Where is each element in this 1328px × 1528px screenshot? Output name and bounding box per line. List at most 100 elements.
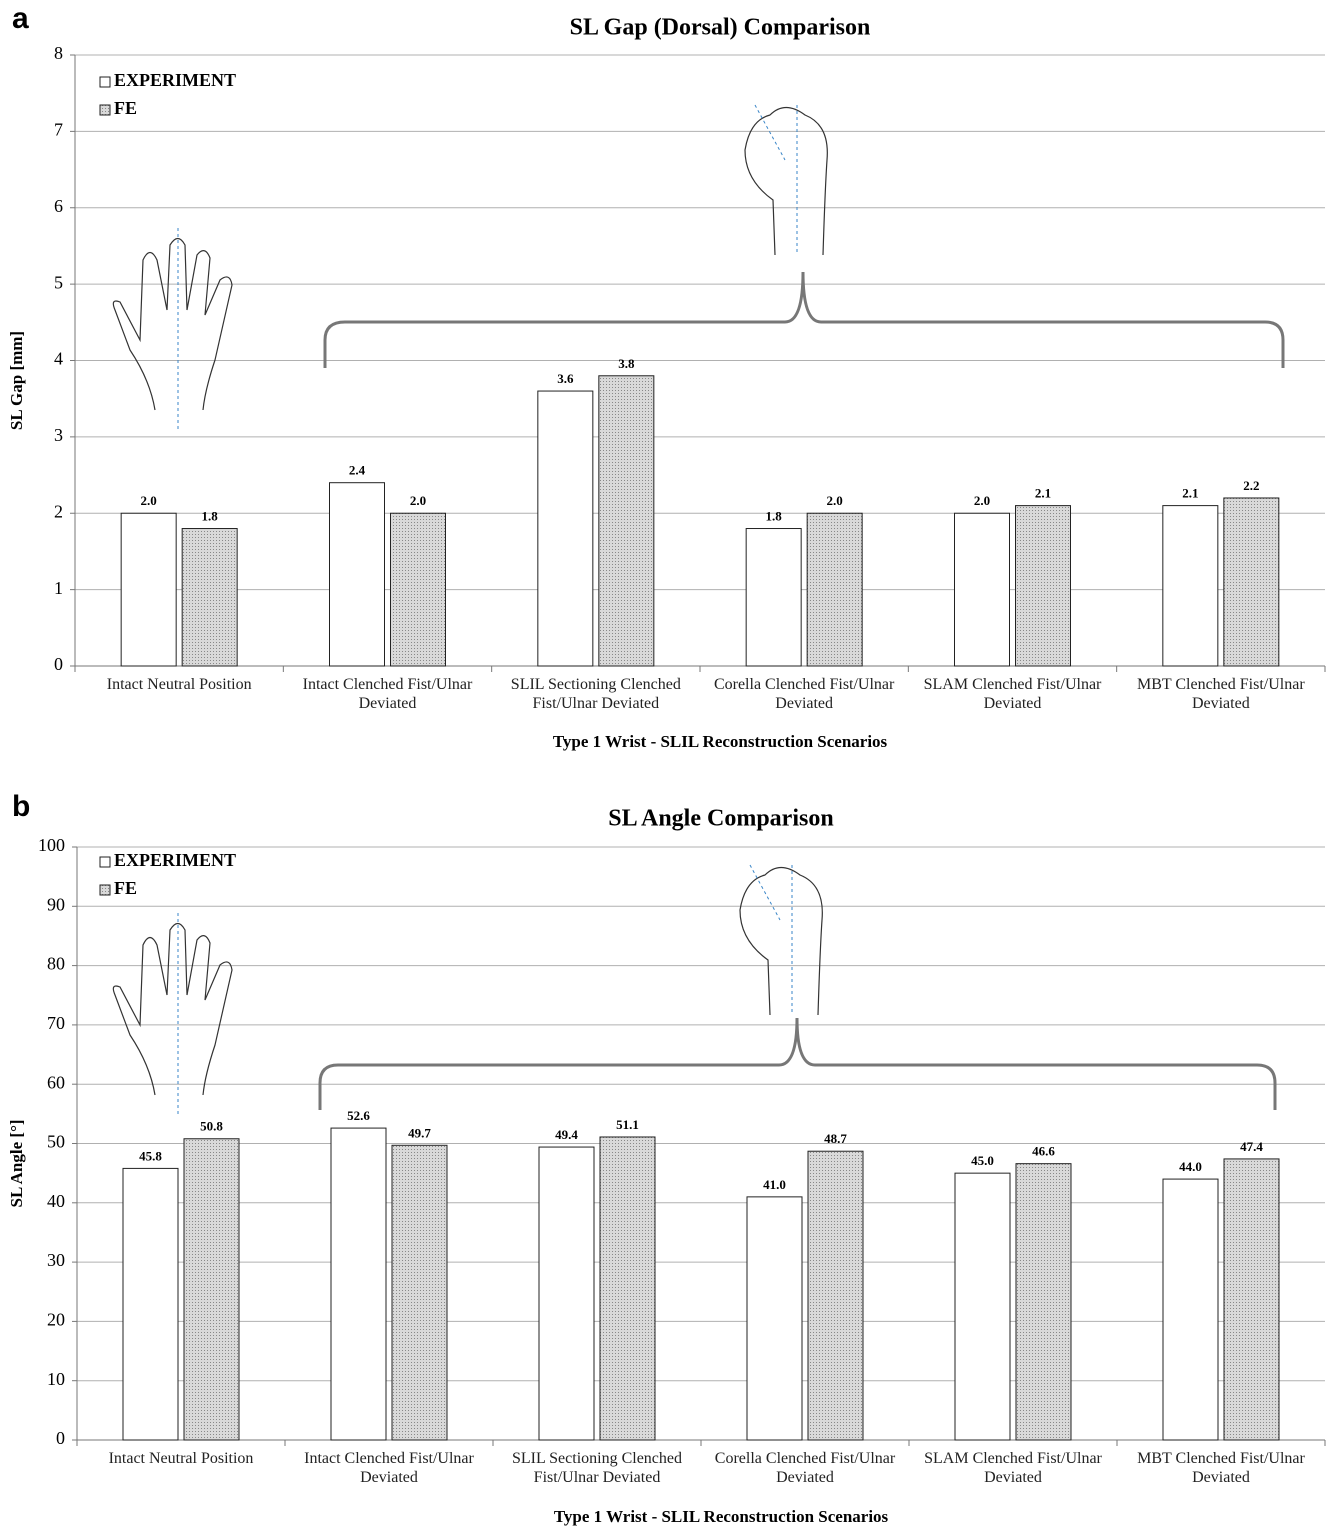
x-tick-label: SLAM Clenched Fist/Ulnar Deviated bbox=[923, 676, 1102, 712]
x-tick-label: SLAM Clenched Fist/Ulnar Deviated bbox=[924, 1450, 1102, 1486]
chart-title: SL Angle Comparison bbox=[608, 806, 833, 832]
x-tick-label: Corella Clenched Fist/Ulnar Deviated bbox=[714, 1450, 896, 1486]
value-label: 2.2 bbox=[1243, 478, 1259, 493]
legend-label: FE bbox=[114, 878, 137, 898]
value-label: 2.1 bbox=[1182, 486, 1198, 501]
bar bbox=[599, 1136, 656, 1441]
fist-illustration bbox=[739, 866, 823, 1016]
fist-axis bbox=[754, 104, 786, 161]
y-tick-label: 20 bbox=[47, 1310, 65, 1330]
bar bbox=[390, 512, 446, 667]
value-label: 2.0 bbox=[827, 493, 843, 508]
y-tick-label: 5 bbox=[54, 272, 63, 292]
legend-swatch bbox=[99, 884, 111, 896]
value-label: 2.0 bbox=[974, 493, 990, 508]
bar bbox=[1015, 1163, 1072, 1441]
value-label: 44.0 bbox=[1179, 1159, 1202, 1174]
chart-title: SL Gap (Dorsal) Comparison bbox=[570, 15, 871, 41]
hand-illustration bbox=[112, 237, 233, 411]
bar bbox=[954, 1172, 1011, 1441]
hand-illustration bbox=[112, 922, 233, 1096]
bar bbox=[954, 512, 1010, 667]
x-tick-label: Corella Clenched Fist/Ulnar Deviated bbox=[713, 676, 895, 712]
bar bbox=[538, 1146, 595, 1441]
y-tick-label: 4 bbox=[54, 349, 63, 369]
value-label: 45.0 bbox=[971, 1153, 994, 1168]
legend-label: EXPERIMENT bbox=[114, 850, 236, 870]
bar bbox=[1015, 505, 1071, 667]
value-label: 49.7 bbox=[408, 1125, 431, 1140]
x-tick-label: SLIL Sectioning Clenched Fist/Ulnar Devi… bbox=[510, 676, 681, 712]
bar bbox=[746, 1196, 803, 1441]
y-tick-label: 8 bbox=[54, 43, 63, 63]
legend-swatch bbox=[99, 104, 111, 116]
value-label: 3.6 bbox=[557, 371, 574, 386]
fist-illustration bbox=[744, 106, 828, 256]
x-tick-label: MBT Clenched Fist/Ulnar Deviated bbox=[1137, 1450, 1305, 1486]
bar bbox=[598, 375, 655, 667]
bar bbox=[1223, 1158, 1280, 1441]
y-tick-label: 90 bbox=[47, 894, 65, 914]
value-label: 50.8 bbox=[200, 1119, 223, 1134]
y-tick-label: 70 bbox=[47, 1013, 65, 1033]
bar bbox=[745, 528, 802, 667]
x-tick-label: SLIL Sectioning Clenched Fist/Ulnar Devi… bbox=[511, 1450, 683, 1486]
x-axis-title: Type 1 Wrist - SLIL Reconstruction Scena… bbox=[553, 732, 888, 751]
value-label: 2.0 bbox=[141, 493, 157, 508]
legend-label: EXPERIMENT bbox=[114, 70, 236, 90]
bracket bbox=[323, 271, 1285, 368]
value-label: 1.8 bbox=[766, 509, 783, 524]
x-axis-title: Type 1 Wrist - SLIL Reconstruction Scena… bbox=[554, 1507, 889, 1526]
y-tick-label: 3 bbox=[54, 425, 63, 445]
y-axis-title: SL Angle [°] bbox=[7, 1119, 26, 1207]
y-tick-label: 0 bbox=[54, 654, 63, 674]
bar bbox=[807, 1150, 864, 1441]
value-label: 48.7 bbox=[824, 1131, 847, 1146]
bar bbox=[329, 482, 385, 667]
y-tick-label: 40 bbox=[47, 1191, 65, 1211]
bar bbox=[183, 1138, 240, 1441]
x-tick-label: MBT Clenched Fist/Ulnar Deviated bbox=[1136, 676, 1305, 712]
bar bbox=[537, 390, 594, 667]
legend-label: FE bbox=[114, 98, 137, 118]
y-tick-label: 30 bbox=[47, 1250, 65, 1270]
panel-label: a bbox=[12, 2, 29, 35]
bar bbox=[1162, 1178, 1219, 1441]
y-tick-label: 50 bbox=[47, 1132, 65, 1152]
value-label: 47.4 bbox=[1240, 1139, 1263, 1154]
value-label: 49.4 bbox=[555, 1127, 578, 1142]
value-label: 51.1 bbox=[616, 1117, 639, 1132]
legend-swatch bbox=[99, 856, 111, 868]
value-label: 3.8 bbox=[618, 356, 635, 371]
value-label: 2.0 bbox=[410, 493, 426, 508]
bar bbox=[120, 512, 177, 667]
y-tick-label: 60 bbox=[47, 1072, 65, 1092]
y-tick-label: 7 bbox=[54, 120, 63, 140]
value-label: 2.4 bbox=[349, 463, 366, 478]
value-label: 52.6 bbox=[347, 1108, 370, 1123]
x-tick-label: Intact Clenched Fist/Ulnar Deviated bbox=[304, 1450, 474, 1486]
bar bbox=[391, 1144, 448, 1441]
value-label: 1.8 bbox=[202, 509, 219, 524]
y-tick-label: 6 bbox=[54, 196, 63, 216]
x-tick-label: Intact Neutral Position bbox=[106, 676, 252, 693]
y-tick-label: 2 bbox=[54, 501, 63, 521]
bar bbox=[1162, 505, 1219, 667]
y-axis-title: SL Gap [mm] bbox=[7, 331, 26, 430]
legend-swatch bbox=[99, 76, 111, 88]
value-label: 46.6 bbox=[1032, 1144, 1055, 1159]
y-tick-label: 10 bbox=[47, 1369, 65, 1389]
value-label: 2.1 bbox=[1035, 486, 1051, 501]
bracket bbox=[318, 1017, 1277, 1110]
y-tick-label: 100 bbox=[38, 835, 65, 855]
bar bbox=[806, 512, 863, 667]
value-label: 45.8 bbox=[139, 1148, 162, 1163]
value-label: 41.0 bbox=[763, 1177, 786, 1192]
x-tick-label: Intact Clenched Fist/Ulnar Deviated bbox=[302, 676, 473, 712]
bar bbox=[330, 1127, 387, 1441]
panel-label: b bbox=[12, 790, 30, 823]
y-tick-label: 1 bbox=[54, 578, 63, 598]
bar bbox=[181, 528, 238, 667]
